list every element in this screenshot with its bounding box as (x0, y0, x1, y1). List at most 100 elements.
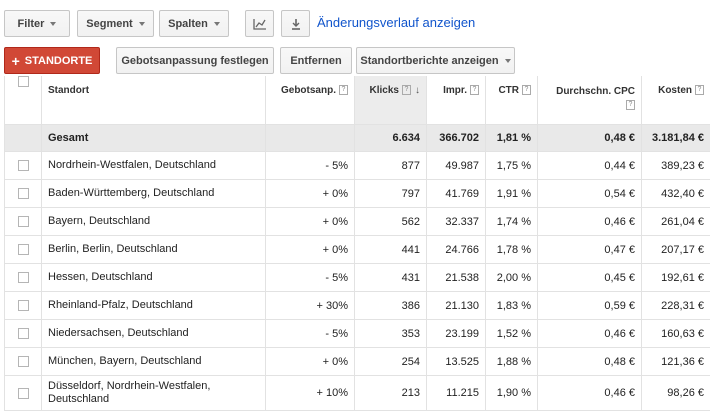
cost-cell: 192,61 € (642, 264, 710, 292)
add-locations-button[interactable]: +STANDORTE (4, 47, 100, 74)
row-checkbox-cell[interactable] (5, 236, 42, 264)
total-impr: 366.702 (427, 125, 486, 152)
location-cell[interactable]: Düsseldorf, Nordrhein-Westfalen, Deutsch… (42, 376, 266, 411)
row-checkbox-cell[interactable] (5, 292, 42, 320)
bid-adjust-button[interactable]: Gebotsanpassung festlegen (116, 47, 274, 74)
help-icon[interactable]: ? (339, 85, 348, 95)
bid-adj-cell[interactable]: + 0% (266, 180, 355, 208)
filter-button[interactable]: Filter (4, 10, 70, 37)
header-ctr[interactable]: CTR? (486, 76, 538, 125)
row-checkbox[interactable] (18, 160, 29, 171)
location-cell[interactable]: München, Bayern, Deutschland (42, 348, 266, 376)
header-bid-adj[interactable]: Gebotsanp.? (266, 76, 355, 125)
total-cost: 3.181,84 € (642, 125, 710, 152)
cost-cell: 432,40 € (642, 180, 710, 208)
table-row[interactable]: Düsseldorf, Nordrhein-Westfalen, Deutsch… (5, 376, 710, 411)
help-icon[interactable]: ? (626, 100, 635, 110)
row-checkbox-cell[interactable] (5, 348, 42, 376)
bid-adj-cell[interactable]: - 5% (266, 264, 355, 292)
cpc-cell: 0,46 € (538, 208, 642, 236)
ctr-cell: 1,90 % (486, 376, 538, 411)
total-row: Gesamt 6.634 366.702 1,81 % 0,48 € 3.181… (5, 125, 710, 152)
chevron-down-icon (50, 22, 56, 26)
row-checkbox[interactable] (18, 300, 29, 311)
help-icon[interactable]: ? (470, 85, 479, 95)
row-checkbox[interactable] (18, 188, 29, 199)
chevron-down-icon (214, 22, 220, 26)
help-icon[interactable]: ? (695, 85, 704, 95)
filter-label: Filter (18, 18, 45, 30)
row-checkbox[interactable] (18, 388, 29, 399)
help-icon[interactable]: ? (522, 85, 531, 95)
cpc-cell: 0,54 € (538, 180, 642, 208)
row-checkbox-cell[interactable] (5, 264, 42, 292)
bid-adj-cell[interactable]: + 0% (266, 208, 355, 236)
total-label: Gesamt (42, 125, 266, 152)
location-cell[interactable]: Rheinland-Pfalz, Deutschland (42, 292, 266, 320)
row-checkbox[interactable] (18, 216, 29, 227)
header-location[interactable]: Standort (42, 76, 266, 125)
location-cell[interactable]: Bayern, Deutschland (42, 208, 266, 236)
location-cell[interactable]: Nordrhein-Westfalen, Deutschland (42, 152, 266, 180)
clicks-cell: 562 (355, 208, 427, 236)
row-checkbox-cell[interactable] (5, 208, 42, 236)
bid-adj-cell[interactable]: + 10% (266, 376, 355, 411)
row-checkbox-cell[interactable] (5, 376, 42, 411)
header-clicks[interactable]: Klicks?↓ (355, 76, 427, 125)
header-cost[interactable]: Kosten? (642, 76, 710, 125)
select-all-checkbox-cell[interactable] (5, 76, 42, 125)
location-cell[interactable]: Hessen, Deutschland (42, 264, 266, 292)
location-cell[interactable]: Niedersachsen, Deutschland (42, 320, 266, 348)
row-checkbox-cell[interactable] (5, 180, 42, 208)
header-row: Standort Gebotsanp.? Klicks?↓ Impr.? CTR… (5, 76, 710, 125)
bid-adj-cell[interactable]: - 5% (266, 320, 355, 348)
header-impr-label: Impr. (443, 85, 467, 96)
row-checkbox[interactable] (18, 328, 29, 339)
header-impr[interactable]: Impr.? (427, 76, 486, 125)
cpc-cell: 0,44 € (538, 152, 642, 180)
row-checkbox[interactable] (18, 244, 29, 255)
download-button[interactable] (281, 10, 310, 37)
bid-adj-cell[interactable]: + 0% (266, 348, 355, 376)
remove-button[interactable]: Entfernen (280, 47, 352, 74)
clicks-cell: 431 (355, 264, 427, 292)
location-cell[interactable]: Berlin, Berlin, Deutschland (42, 236, 266, 264)
clicks-cell: 797 (355, 180, 427, 208)
row-checkbox[interactable] (18, 356, 29, 367)
bid-adjust-label: Gebotsanpassung festlegen (121, 55, 268, 67)
bid-adj-cell[interactable]: + 0% (266, 236, 355, 264)
chart-button[interactable] (245, 10, 274, 37)
segment-label: Segment (86, 18, 132, 30)
row-checkbox-cell[interactable] (5, 152, 42, 180)
select-all-checkbox[interactable] (18, 76, 29, 87)
total-empty-cell (5, 125, 42, 152)
chevron-down-icon (505, 59, 511, 63)
header-cpc[interactable]: Durchschn. CPC? (538, 76, 642, 125)
cpc-cell: 0,46 € (538, 376, 642, 411)
ctr-cell: 2,00 % (486, 264, 538, 292)
row-checkbox-cell[interactable] (5, 320, 42, 348)
bid-adj-cell[interactable]: + 30% (266, 292, 355, 320)
chevron-down-icon (139, 22, 145, 26)
impr-cell: 13.525 (427, 348, 486, 376)
segment-button[interactable]: Segment (77, 10, 154, 37)
cpc-cell: 0,46 € (538, 320, 642, 348)
columns-button[interactable]: Spalten (159, 10, 229, 37)
change-history-link[interactable]: Änderungsverlauf anzeigen (317, 15, 475, 30)
row-checkbox[interactable] (18, 272, 29, 283)
location-cell[interactable]: Baden-Württemberg, Deutschland (42, 180, 266, 208)
location-reports-button[interactable]: Standortberichte anzeigen (356, 47, 515, 74)
help-icon[interactable]: ? (402, 85, 411, 95)
sort-down-icon: ↓ (415, 85, 420, 96)
cpc-cell: 0,48 € (538, 348, 642, 376)
bid-adj-cell[interactable]: - 5% (266, 152, 355, 180)
cost-cell: 98,26 € (642, 376, 710, 411)
